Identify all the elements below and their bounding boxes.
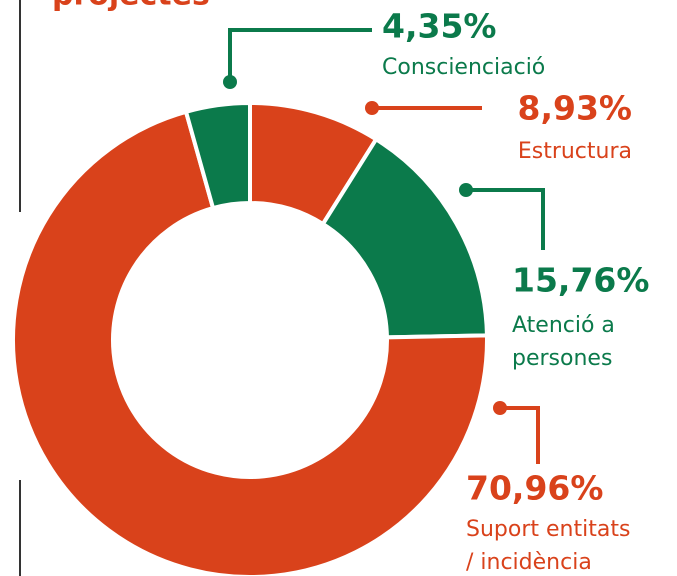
value-label: 15,76% (512, 261, 649, 300)
category-label: Conscienciació (382, 55, 545, 80)
category-label: persones (512, 346, 612, 371)
leader-line (228, 28, 372, 82)
leader-dot (459, 183, 473, 197)
leader-line (466, 188, 545, 250)
value-label: 4,35% (382, 7, 497, 46)
leader-line (500, 406, 540, 464)
donut-slice (11, 109, 489, 576)
value-label: 8,93% (518, 89, 633, 128)
leader-dot (223, 75, 237, 89)
category-label: Estructura (518, 139, 632, 164)
leader-dot (365, 101, 379, 115)
donut-slice (183, 100, 252, 211)
chart-title: projectes (52, 0, 210, 13)
value-label: 70,96% (466, 469, 603, 508)
category-label: Atenció a (512, 313, 615, 338)
category-label: / incidència (466, 550, 592, 575)
leader-dot (493, 401, 507, 415)
category-label: Suport entitats (466, 517, 630, 542)
donut-slice (320, 136, 489, 340)
